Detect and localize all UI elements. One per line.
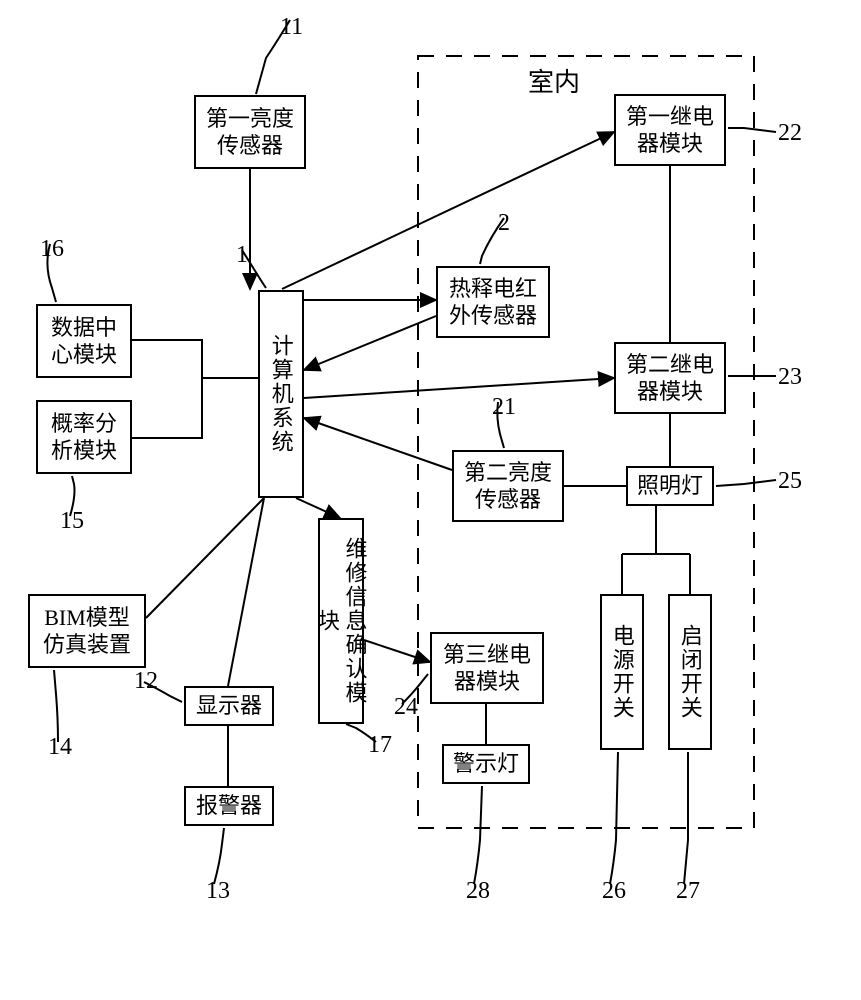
ref-label-l21: 21: [492, 394, 516, 421]
node-n23: 第二继电器模块: [614, 342, 726, 414]
ref-label-l25: 25: [778, 468, 802, 495]
ref-label-l16: 16: [40, 236, 64, 263]
node-n25: 照明灯: [626, 466, 714, 506]
node-n22: 第一继电器模块: [614, 94, 726, 166]
room-label: 室内: [528, 62, 580, 99]
ref-label-l26: 26: [602, 878, 626, 905]
node-n12: 显示器: [184, 686, 274, 726]
node-n17: 维修信息确认模块: [318, 518, 364, 724]
ref-label-l22: 22: [778, 120, 802, 147]
ref-label-l1: 1: [236, 242, 248, 269]
ref-label-l23: 23: [778, 364, 802, 391]
ref-label-l28: 28: [466, 878, 490, 905]
node-n16: 数据中心模块: [36, 304, 132, 378]
diagram-canvas: 第一亮度传感器数据中心模块概率分析模块 计算机系统 BIM模型仿真装置显示器报警器 维…: [0, 0, 861, 1000]
ref-label-l27: 27: [676, 878, 700, 905]
node-n14: BIM模型仿真装置: [28, 594, 146, 668]
node-n28: 警示灯: [442, 744, 530, 784]
node-n13: 报警器: [184, 786, 274, 826]
ref-label-l13: 13: [206, 878, 230, 905]
ref-label-l2: 2: [498, 210, 510, 237]
node-n11: 第一亮度传感器: [194, 95, 306, 169]
ref-label-l12: 12: [134, 668, 158, 695]
node-n21: 第二亮度传感器: [452, 450, 564, 522]
edges-layer: [0, 0, 861, 1000]
node-n1: 计算机系统: [258, 290, 304, 498]
ref-label-l15: 15: [60, 508, 84, 535]
ref-label-l24: 24: [394, 694, 418, 721]
node-n24l: 第三继电器模块: [430, 632, 544, 704]
ref-label-l17: 17: [368, 732, 392, 759]
node-n2: 热释电红外传感器: [436, 266, 550, 338]
ref-label-l11: 11: [280, 14, 303, 41]
node-n15: 概率分析模块: [36, 400, 132, 474]
ref-label-l14: 14: [48, 734, 72, 761]
node-n27: 启闭开关: [668, 594, 712, 750]
node-n26: 电源开关: [600, 594, 644, 750]
